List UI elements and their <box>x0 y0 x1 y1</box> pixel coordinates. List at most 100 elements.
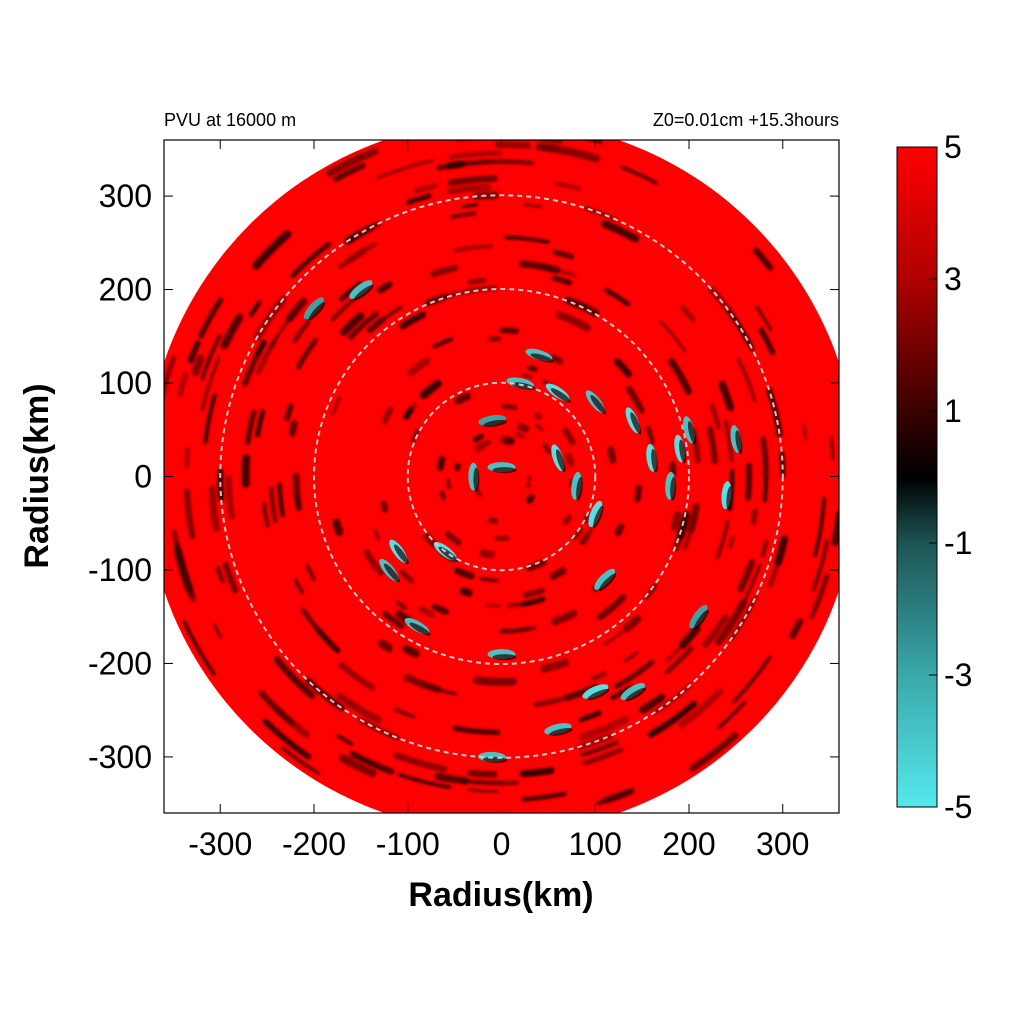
negative-pv-patch-shadow <box>651 448 658 473</box>
field-arc <box>332 518 344 536</box>
field-arc <box>349 751 395 775</box>
field-arc <box>620 165 658 185</box>
field-arc <box>295 496 301 512</box>
field-arc <box>222 561 239 594</box>
field-arc <box>434 772 470 785</box>
field-arc <box>153 422 157 482</box>
field-arc <box>504 235 550 244</box>
field-arc <box>454 392 471 405</box>
field-arc <box>418 606 435 618</box>
field-arc <box>273 656 316 699</box>
field-arc <box>325 147 379 177</box>
colorbar-tick-label: -5 <box>944 789 972 825</box>
field-arc <box>499 327 519 334</box>
field-arc <box>295 337 319 370</box>
x-tick-label: -100 <box>376 826 440 862</box>
negative-pv-patch <box>689 604 708 629</box>
negative-pv-patch-shadow <box>473 467 480 492</box>
field-arc <box>454 140 495 142</box>
field-arc <box>459 587 473 597</box>
colorbar-ticks: 5 3 1 -1 -3 -5 <box>929 129 972 825</box>
negative-pv-patch <box>349 280 373 299</box>
field-arc <box>340 312 365 336</box>
field-arc <box>535 424 544 432</box>
field-arc <box>659 320 687 353</box>
field-arc <box>447 184 492 195</box>
field-arc <box>702 614 729 649</box>
field-arc <box>732 655 772 704</box>
field-arc <box>597 594 627 621</box>
field-arc <box>198 297 224 339</box>
field-arc <box>347 700 382 724</box>
field-arc <box>519 260 561 274</box>
negative-pv-patch-shadow <box>590 395 607 415</box>
field-arc <box>445 160 466 170</box>
field-arc <box>420 379 442 399</box>
field-arc <box>549 567 567 580</box>
field-arc <box>262 718 312 760</box>
field-arc <box>182 620 216 676</box>
field-arc <box>215 566 225 584</box>
field-arc <box>578 710 602 723</box>
field-arc <box>538 140 563 145</box>
colorbar: 5 3 1 -1 -3 -5 <box>896 129 972 825</box>
field-arc <box>500 436 515 445</box>
field-arc <box>347 311 379 340</box>
field-arc <box>583 512 593 524</box>
field-arc <box>634 484 642 503</box>
negative-pv-patch-shadow <box>550 388 571 403</box>
field-arc <box>446 478 452 490</box>
field-arc <box>241 454 251 488</box>
field-arc <box>208 485 220 532</box>
field-arc <box>572 527 584 541</box>
negative-pv-patch-shadow <box>687 421 697 445</box>
negative-pv-patch-shadow <box>576 476 583 501</box>
field-arc <box>184 447 190 469</box>
field-arc <box>336 734 354 746</box>
field-base <box>164 140 839 813</box>
field-arc <box>607 446 617 464</box>
field-arc <box>514 431 525 439</box>
field-arc <box>382 611 405 630</box>
field-arc <box>755 305 773 332</box>
colorbar-tick-label: 5 <box>944 129 962 165</box>
field-arc <box>603 622 634 646</box>
field-arc <box>212 623 223 639</box>
field-arc <box>709 403 721 430</box>
negative-pv-patch-shadow <box>630 412 642 435</box>
field-arc <box>403 407 414 420</box>
negative-pv-patch-shadow <box>409 622 431 636</box>
field-arc <box>467 769 498 778</box>
field-arc <box>494 141 531 149</box>
field-arc <box>802 423 808 441</box>
field-arc <box>373 529 380 540</box>
negative-pv-patch <box>303 297 325 320</box>
field-arc <box>480 577 499 582</box>
colorbar-tick-label: 3 <box>944 261 962 297</box>
y-tick-label: -300 <box>88 739 152 775</box>
field-arc <box>203 393 217 444</box>
field-arc <box>523 203 542 208</box>
field-arc <box>394 707 416 719</box>
field-arc <box>305 564 316 581</box>
field-arc <box>639 693 666 714</box>
field-arc <box>292 319 311 344</box>
reference-circles <box>219 194 784 759</box>
field-arc <box>614 523 625 537</box>
field-arc <box>406 193 432 205</box>
negative-pv-patch <box>620 683 646 700</box>
negative-pv-patch-shadow <box>726 486 733 511</box>
y-tick-label: 200 <box>99 272 152 308</box>
field-arc <box>668 358 692 395</box>
field-arc <box>288 420 298 437</box>
field-arc <box>429 264 459 278</box>
field-arc <box>533 412 543 421</box>
field-arc <box>395 600 407 610</box>
field-arc <box>261 502 270 528</box>
field-arc <box>499 626 529 634</box>
field-arc <box>398 772 452 790</box>
field-arc <box>809 574 830 620</box>
field-arc <box>402 645 420 658</box>
field-arc <box>467 788 499 794</box>
